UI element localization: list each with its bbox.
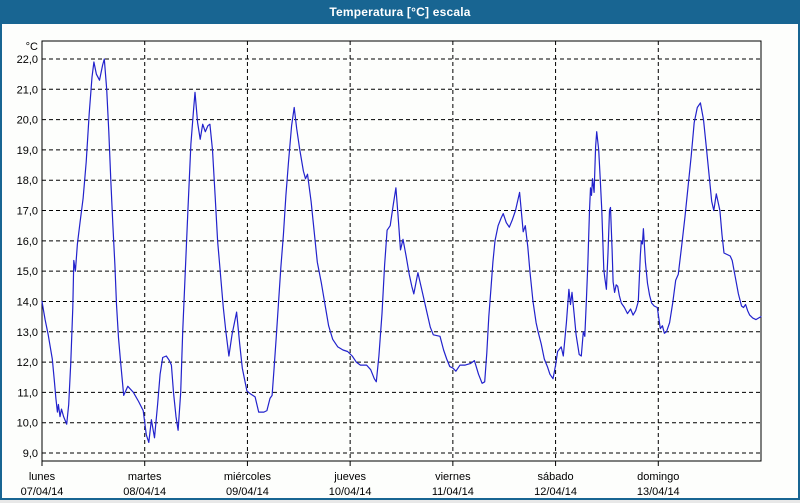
x-date-label: 12/04/14 xyxy=(534,486,577,498)
x-day-label: lunes xyxy=(29,471,56,483)
y-tick-label: 22,0 xyxy=(17,54,38,66)
y-tick-label: 18,0 xyxy=(17,175,38,187)
title-bar: Temperatura [°C] escala xyxy=(0,0,800,24)
plot-frame xyxy=(41,40,762,462)
x-day-label: domingo xyxy=(637,471,679,483)
temperature-line xyxy=(41,58,762,443)
temperature-chart: °C22,0 21,0 20,0 19,0 18,0 17,0 16,0 15,0 14,0 13… xyxy=(17,40,762,498)
page-title: Temperatura [°C] escala xyxy=(329,5,471,19)
y-tick-label: 19,0 xyxy=(17,145,38,157)
chart-area: °C 22,0 21,0 20,0 19,0 18,0 17,0 16,0 15,0 14,0 13… xyxy=(2,24,798,498)
x-day-label: jueves xyxy=(333,471,366,483)
y-unit-label: °C xyxy=(26,41,38,53)
x-day-label: sábado xyxy=(538,471,574,483)
y-tick-label: 17,0 xyxy=(17,206,38,218)
y-tick-label: 20,0 xyxy=(17,115,38,127)
y-tick-label: 21,0 xyxy=(17,84,38,96)
x-date-label: 10/04/14 xyxy=(329,486,372,498)
x-date-label: 13/04/14 xyxy=(637,486,680,498)
y-tick-label: 13,0 xyxy=(17,327,38,339)
y-tick-label: 14,0 xyxy=(17,296,38,308)
x-date-label: 11/04/14 xyxy=(432,486,474,498)
x-day-label: viernes xyxy=(435,471,471,483)
y-tick-label: 16,0 xyxy=(17,236,38,248)
y-tick-label: 10,0 xyxy=(17,418,38,430)
x-day-label: martes xyxy=(128,471,162,483)
x-date-label: 07/04/14 xyxy=(21,486,64,498)
y-tick-label: 11,0 xyxy=(17,387,38,399)
y-tick-label: 15,0 xyxy=(17,266,38,278)
y-tick-label: 9,0 xyxy=(23,448,38,460)
x-date-label: 08/04/14 xyxy=(123,486,166,498)
x-day-label: miércoles xyxy=(224,471,272,483)
y-tick-label: 12,0 xyxy=(17,357,38,369)
x-date-label: 09/04/14 xyxy=(226,486,269,498)
